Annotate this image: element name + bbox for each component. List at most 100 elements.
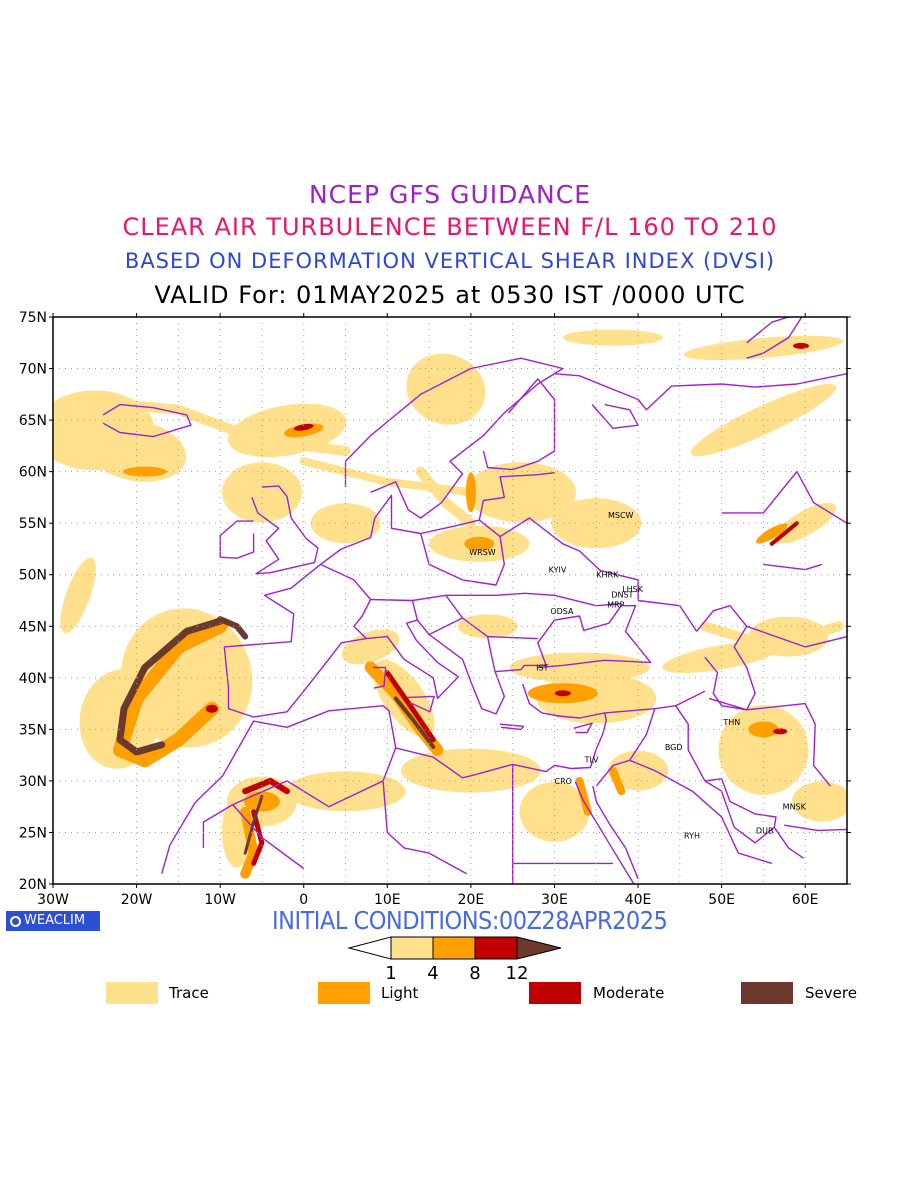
- lat-tick-label: 70N: [19, 362, 47, 378]
- legend-severe-label: Severe: [805, 984, 857, 1002]
- trace-area: [562, 329, 663, 346]
- lat-tick-label: 65N: [19, 413, 47, 429]
- border-line: [370, 592, 622, 607]
- light-streak: [240, 806, 259, 879]
- border-line: [696, 605, 756, 711]
- light-area: [748, 721, 779, 738]
- legend-severe-swatch: [741, 982, 793, 1004]
- colorbar-tick-1: 1: [385, 963, 396, 984]
- border-line: [482, 378, 556, 471]
- lat-tick-label: 50N: [19, 568, 47, 584]
- border-line: [102, 403, 192, 438]
- trace-area: [662, 641, 781, 673]
- moderate-streak: [769, 521, 799, 546]
- lat-tick-label: 25N: [19, 825, 47, 841]
- city-label: KHRK: [596, 571, 619, 580]
- trace-streak: [415, 466, 476, 529]
- colorbar-tick-4: 4: [427, 963, 438, 984]
- city-label: DUB: [756, 826, 774, 835]
- legend-moderate-label: Moderate: [593, 984, 665, 1002]
- border-line: [554, 373, 847, 411]
- colorbar-tick-8: 8: [469, 963, 480, 984]
- lon-tick-label: 30E: [541, 892, 568, 908]
- lat-tick-label: 75N: [19, 310, 47, 326]
- border-line: [224, 472, 555, 648]
- city-label: WRSW: [469, 548, 496, 557]
- city-label: THN: [722, 718, 740, 727]
- colorbar-upper-triangle: [516, 936, 562, 960]
- lon-tick-label: 40E: [625, 892, 652, 908]
- legend-trace-label: Trace: [169, 984, 209, 1002]
- legend-light-swatch: [318, 982, 370, 1004]
- colorbar-moderate-box: [474, 936, 518, 960]
- city-label: IST: [536, 664, 548, 673]
- lon-tick-label: 50E: [708, 892, 735, 908]
- city-label: CRO: [555, 777, 572, 786]
- light-area: [464, 536, 495, 551]
- city-label: ODSA: [550, 607, 574, 616]
- legend-light-label: Light: [381, 984, 419, 1002]
- border-line: [784, 824, 847, 832]
- city-label: MNSK: [783, 803, 807, 812]
- severe-streak: [393, 696, 436, 749]
- weaclim-logo-icon: [10, 916, 21, 927]
- title-line-4: VALID For: 01MAY2025 at 0530 IST /0000 U…: [154, 281, 746, 309]
- trace-area: [221, 462, 302, 523]
- trace-area: [341, 629, 400, 665]
- city-label: DNST: [611, 590, 633, 599]
- lat-tick-label: 35N: [19, 722, 47, 738]
- severe-streak: [217, 616, 249, 640]
- border-line: [708, 697, 831, 787]
- colorbar-light-box: [432, 936, 476, 960]
- colorbar: 1 4 8 12: [347, 936, 562, 984]
- moderate-streak: [251, 809, 265, 866]
- trace-area: [519, 781, 590, 842]
- trace-area: [87, 420, 187, 482]
- light-streak: [112, 619, 228, 768]
- border-line: [691, 790, 773, 865]
- lon-tick-label: 0: [299, 892, 308, 908]
- legend-moderate-swatch: [529, 982, 581, 1004]
- colorbar-lower-triangle: [347, 936, 392, 960]
- city-label: TLV: [584, 755, 599, 764]
- map-frame: [52, 316, 848, 885]
- severe-streak: [243, 794, 264, 855]
- border-line: [604, 690, 706, 714]
- lat-tick-label: 55N: [19, 516, 47, 532]
- border-line: [592, 785, 639, 880]
- lon-tick-label: 20W: [121, 892, 153, 908]
- border-line: [373, 666, 387, 689]
- border-line: [746, 317, 803, 359]
- city-label: RYH: [684, 832, 700, 841]
- lon-tick-label: 10W: [204, 892, 236, 908]
- border-line: [411, 600, 419, 621]
- border-line: [746, 625, 847, 648]
- border-line: [721, 470, 847, 524]
- graticule: [53, 317, 847, 884]
- lat-tick-label: 20N: [19, 877, 47, 893]
- moderate-streak: [242, 777, 290, 795]
- border-line: [499, 517, 639, 601]
- light-area: [243, 791, 280, 812]
- lon-tick-label: 20E: [458, 892, 485, 908]
- city-label: KYIV: [549, 566, 567, 575]
- lat-tick-label: 30N: [19, 774, 47, 790]
- border-line: [428, 617, 463, 636]
- initial-conditions: INITIAL CONDITIONS:00Z28APR2025: [272, 906, 668, 935]
- severe-streak: [116, 617, 224, 756]
- border-line: [232, 804, 305, 870]
- moderate-area: [554, 690, 571, 697]
- trace-streak: [699, 621, 844, 652]
- trace-area: [551, 498, 642, 549]
- border-line: [704, 778, 777, 844]
- title-line-2: CLEAR AIR TURBULENCE BETWEEN F/L 160 TO …: [122, 213, 778, 241]
- border-line: [251, 485, 319, 575]
- border-line: [487, 635, 538, 640]
- moderate-area: [205, 704, 218, 713]
- border-line: [629, 759, 693, 792]
- lon-tick-label: 30W: [37, 892, 69, 908]
- light-area: [465, 472, 476, 513]
